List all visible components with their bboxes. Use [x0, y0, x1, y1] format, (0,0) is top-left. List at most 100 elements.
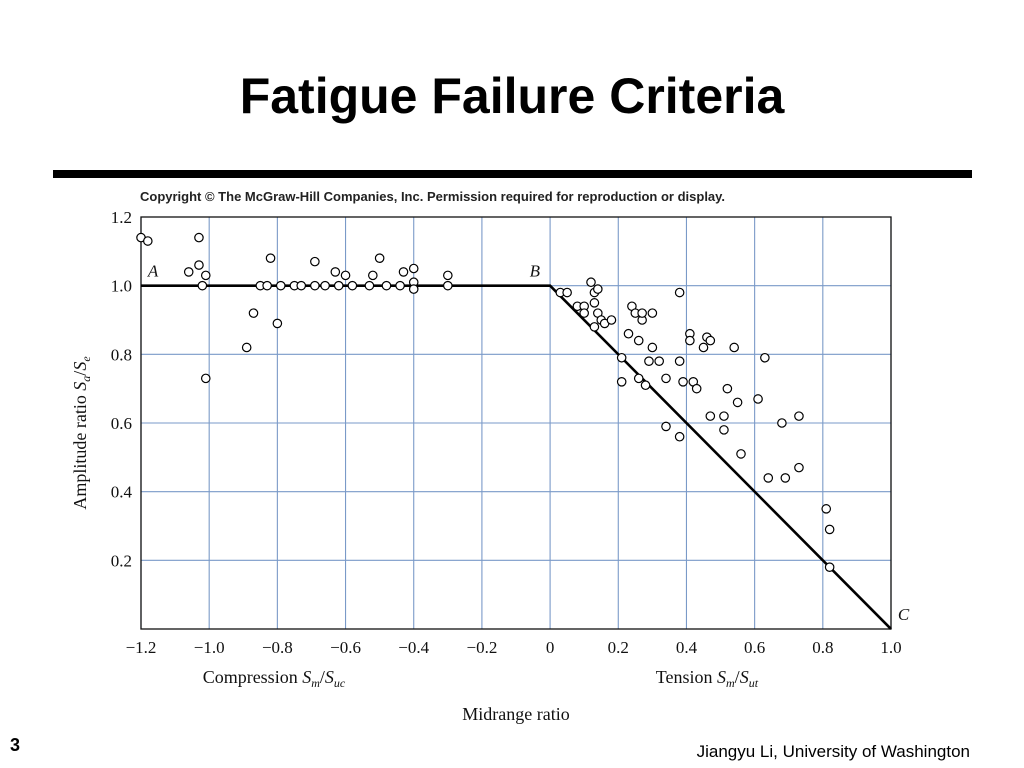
data-point — [200, 373, 211, 384]
data-point — [705, 411, 716, 421]
data-point — [408, 263, 419, 274]
data-point — [824, 524, 835, 535]
data-point — [661, 421, 671, 432]
data-point — [443, 270, 453, 281]
data-point — [296, 280, 307, 291]
data-point — [654, 356, 664, 366]
data-point — [674, 431, 685, 442]
data-point — [705, 335, 716, 346]
slide-number: 3 — [10, 735, 21, 755]
x-tick-label: −0.2 — [466, 638, 497, 657]
corner-labels: A B C — [147, 262, 910, 624]
data-point — [310, 280, 320, 291]
copyright-notice: Copyright © The McGraw-Hill Companies, I… — [140, 189, 726, 204]
data-point — [691, 383, 702, 394]
data-point — [262, 280, 272, 291]
x-label-compression: Compression Sm/Suc — [203, 667, 346, 690]
data-point — [732, 397, 743, 408]
data-point — [616, 376, 627, 387]
data-point — [183, 267, 194, 277]
data-point — [623, 328, 634, 339]
data-point — [760, 352, 770, 363]
x-tick-label: 1.0 — [880, 638, 901, 657]
data-point — [333, 280, 344, 291]
data-point — [241, 342, 252, 353]
y-tick-label: 0.8 — [111, 345, 132, 364]
data-point — [674, 287, 685, 298]
data-point — [616, 352, 627, 363]
x-tick-label: 0 — [546, 638, 555, 657]
data-point — [633, 335, 644, 346]
data-point — [320, 280, 330, 291]
title-divider — [53, 170, 972, 178]
data-point — [794, 411, 804, 421]
data-point — [593, 284, 603, 294]
data-point — [821, 504, 832, 514]
y-tick-label: 1.0 — [111, 277, 132, 296]
y-tick-label: 0.4 — [111, 483, 133, 502]
data-point — [606, 315, 617, 325]
data-point — [589, 298, 600, 308]
x-tick-label: 0.2 — [608, 638, 629, 657]
data-point — [719, 411, 729, 421]
data-point — [395, 280, 405, 291]
data-point — [443, 280, 453, 291]
data-point — [265, 253, 276, 264]
data-point — [647, 308, 658, 318]
x-tick-label: 0.4 — [676, 638, 698, 657]
x-tick-label: 0.6 — [744, 638, 765, 657]
data-point — [685, 335, 695, 346]
data-point — [586, 277, 596, 288]
data-point — [763, 473, 774, 483]
corner-label-a: A — [147, 262, 159, 281]
data-point — [408, 284, 419, 294]
data-point — [644, 356, 654, 366]
data-point — [640, 380, 651, 391]
corner-label-c: C — [898, 605, 910, 624]
data-point — [364, 280, 375, 291]
data-points — [136, 232, 835, 572]
data-point — [200, 270, 211, 281]
corner-label-b: B — [530, 262, 541, 281]
x-tick-labels: −1.2 −1.0 −0.8 −0.6 −0.4 −0.2 0 0.2 0.4 0.6 0.8 1.0 — [126, 638, 902, 657]
footer-credit: Jiangyu Li, University of Washington — [696, 742, 970, 761]
data-point — [374, 253, 385, 264]
data-point — [589, 322, 600, 332]
data-point — [347, 280, 358, 291]
data-point — [275, 280, 286, 291]
data-point — [272, 318, 283, 329]
axis-labels: Compression Sm/Suc Tension Sm/Sut Midrange… — [70, 356, 759, 724]
y-tick-labels: 0.2 0.4 0.6 0.8 1.0 1.2 — [111, 208, 133, 570]
data-point — [330, 267, 341, 277]
data-point — [248, 308, 259, 318]
data-point — [824, 562, 835, 572]
data-point — [637, 308, 647, 318]
data-point — [579, 308, 589, 318]
x-tick-label: 0.8 — [812, 638, 833, 657]
data-point — [777, 418, 787, 428]
data-point — [698, 342, 709, 353]
data-point — [736, 449, 746, 459]
data-point — [722, 383, 733, 394]
data-point — [794, 462, 804, 473]
y-label-amplitude: Amplitude ratio Sa/Se — [70, 356, 93, 510]
x-tick-label: −0.6 — [330, 638, 361, 657]
x-label-midrange: Midrange ratio — [462, 704, 569, 724]
x-tick-label: −1.2 — [126, 638, 157, 657]
data-point — [562, 287, 572, 298]
x-tick-label: −0.8 — [262, 638, 293, 657]
data-point — [143, 236, 153, 246]
data-point — [647, 342, 658, 353]
x-tick-label: −1.0 — [194, 638, 225, 657]
data-point — [368, 270, 378, 281]
data-point — [719, 425, 729, 435]
data-point — [310, 256, 320, 267]
data-point — [661, 373, 671, 384]
plot-frame — [140, 216, 892, 630]
x-tick-label: −0.4 — [398, 638, 429, 657]
data-point — [194, 232, 204, 243]
y-tick-label: 0.2 — [111, 551, 132, 570]
data-point — [753, 394, 763, 404]
failure-criterion-line — [141, 284, 892, 630]
